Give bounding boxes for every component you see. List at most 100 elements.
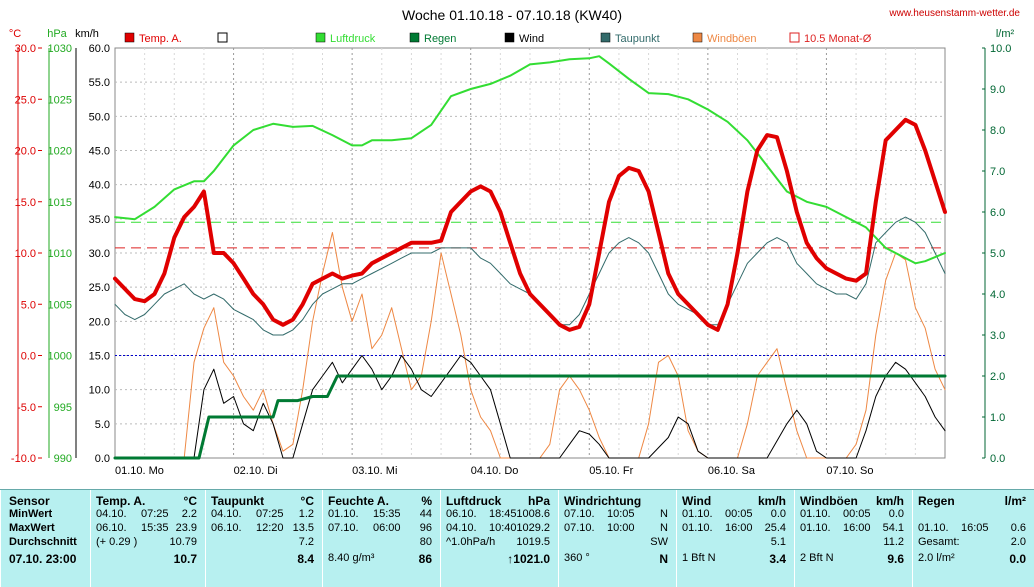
legend-swatch — [315, 32, 326, 43]
stats-value: 23.9 — [175, 522, 197, 534]
chart-title: Woche 01.10.18 - 07.10.18 (KW40) — [402, 7, 622, 23]
kmh-tick-label: 45.0 — [89, 146, 110, 158]
stats-header-taupunkt: Taupunkt — [211, 494, 265, 508]
kmh-tick-label: 0.0 — [95, 453, 110, 465]
stats-value-date: 1 Bft N — [682, 552, 716, 564]
stats-value: 1.2 — [298, 508, 314, 520]
stats-value: SW — [650, 536, 668, 548]
stats-value: 80 — [419, 536, 432, 548]
stats-value: N — [659, 552, 668, 566]
stats-unit-windboeen: km/h — [875, 494, 904, 508]
kmh-tick-label: 40.0 — [89, 180, 110, 192]
legend-label: Windböen — [707, 33, 757, 45]
legend-item-regen: Regen — [409, 32, 456, 45]
day-label: 03.10. Mi — [352, 465, 397, 477]
series-line-luftdruck — [114, 55, 946, 265]
stats-value-date: 06.10. — [96, 522, 127, 534]
stats-value-date: Gesamt: — [918, 536, 960, 548]
stats-value: 54.1 — [882, 522, 904, 534]
stats-value: 7.2 — [298, 536, 314, 548]
stats-col-wind: Wind km/h 01.10. 00:05 0.0 01.10. 16:00 25.4 5.1… — [676, 490, 794, 587]
stats-value-time: 12:20 — [256, 522, 284, 534]
kmh-tick-label: 30.0 — [89, 248, 110, 260]
stats-header-sensor: Sensor — [9, 494, 50, 508]
stats-unit-feuchte: % — [421, 494, 432, 508]
stats-header-windboeen: Windböen — [800, 494, 858, 508]
stats-value-date: ^1.0hPa/h — [446, 536, 496, 548]
stats-value-time: 15:35 — [373, 508, 401, 520]
stats-value: 0.0 — [770, 508, 786, 520]
stats-value-date: 01.10. — [800, 508, 831, 520]
legend-label: Regen — [424, 33, 456, 45]
stats-value: 10.7 — [173, 552, 197, 566]
stats-value-time: 18:45 — [489, 508, 517, 520]
site-link[interactable]: www.heusenstamm-wetter.de — [888, 8, 1020, 19]
rain-tick-label: 9.0 — [990, 84, 1005, 96]
stats-value-date: 06.10. — [211, 522, 242, 534]
stats-col-feuchte: Feuchte A.% 01.10. 15:35 44 07.10. 06:00 96 80 8… — [322, 490, 440, 587]
temp-tick-label: 20.0 — [15, 146, 36, 158]
rain-tick-label: 1.0 — [990, 412, 1005, 424]
stats-value: 25.4 — [764, 522, 786, 534]
legend-label: Taupunkt — [615, 33, 660, 45]
stats-value-date: 01.10. — [800, 522, 831, 534]
stats-value-date: 360 ° — [564, 552, 590, 564]
stats-value-date: 01.10. — [918, 522, 949, 534]
legend-item-luftdruck: Luftdruck — [315, 32, 376, 45]
stats-unit-luftdruck: hPa — [527, 494, 550, 508]
stats-value-time: 00:05 — [725, 508, 753, 520]
rain-tick-label: 4.0 — [990, 289, 1005, 301]
stats-row-label: MaxWert — [9, 522, 55, 534]
kmh-tick-label: 50.0 — [89, 111, 110, 123]
temp-tick-label: -5.0 — [17, 402, 36, 414]
stats-value: 3.4 — [769, 552, 786, 566]
stats-col-regen: Regen l/m² 01.10. 16:05 0.6 Gesamt: 2.0 2.0 l/m… — [912, 490, 1034, 587]
day-label: 04.10. Do — [471, 465, 519, 477]
stats-unit-wind: km/h — [757, 494, 786, 508]
stats-row-label: MinWert — [9, 508, 53, 520]
stats-value-time: 06:00 — [373, 522, 401, 534]
legend-item-monat: 10.5 Monat-Ø — [789, 32, 872, 45]
stats-value-time: 16:00 — [725, 522, 753, 534]
reference-lines — [115, 221, 945, 356]
day-label: 01.10. Mo — [115, 465, 164, 477]
day-label: 07.10. So — [826, 465, 873, 477]
legend-swatch — [692, 32, 703, 43]
kmh-tick-label: 5.0 — [95, 419, 110, 431]
stats-value-time: 16:05 — [961, 522, 989, 534]
stats-value: 9.6 — [887, 552, 904, 566]
chart-axes — [17, 48, 986, 458]
tick-labels: °C hPa km/h l/m² 30.0 25.0 20.0 15.0 10.0 5.0 0.0 -… — [9, 28, 1015, 477]
stats-col-luftdruck: Luftdruck hPa 06.10. 18:45 1008.6 04.10. 10:40… — [440, 490, 558, 587]
stats-value-date: 04.10. — [446, 522, 477, 534]
stats-value: ↑1021.0 — [507, 552, 550, 566]
legend-swatch — [124, 32, 135, 43]
stats-value: 13.5 — [292, 522, 314, 534]
series-line-temp-a- — [113, 117, 947, 332]
stats-value: 1008.6 — [516, 508, 550, 520]
stats-col-taupunkt: Taupunkt °C 04.10. 07:25 1.2 06.10. 12:20 13.5 7… — [205, 490, 322, 587]
legend-label: Temp. A. — [139, 33, 182, 45]
stats-value: N — [660, 508, 668, 520]
rain-unit-label: l/m² — [996, 28, 1015, 40]
stats-unit-temp: °C — [183, 494, 197, 508]
stats-value-date: 2.0 l/m² — [918, 552, 955, 564]
chart-grid — [114, 47, 946, 459]
hpa-tick-label: 1025 — [48, 94, 72, 106]
stats-col-sensor: Sensor MinWert MaxWert Durchschnitt 07.10. 2… — [0, 490, 90, 587]
series-line-regen — [113, 374, 947, 460]
kmh-tick-label: 15.0 — [89, 351, 110, 363]
legend-swatch — [600, 32, 611, 43]
hpa-unit-label: hPa — [47, 28, 67, 40]
legend-item-taupunkt: Taupunkt — [600, 32, 660, 45]
stats-value: N — [660, 522, 668, 534]
stats-value-time: 16:00 — [843, 522, 871, 534]
temp-tick-label: 30.0 — [15, 43, 36, 55]
temp-unit-label: °C — [9, 28, 21, 40]
stats-value-date: 07.10. — [564, 508, 595, 520]
stats-row-label: 07.10. 23:00 — [9, 552, 77, 566]
hpa-tick-label: 1020 — [48, 146, 72, 158]
stats-header-temp: Temp. A. — [96, 494, 146, 508]
legend-label: Wind — [519, 33, 544, 45]
day-label: 02.10. Di — [234, 465, 278, 477]
